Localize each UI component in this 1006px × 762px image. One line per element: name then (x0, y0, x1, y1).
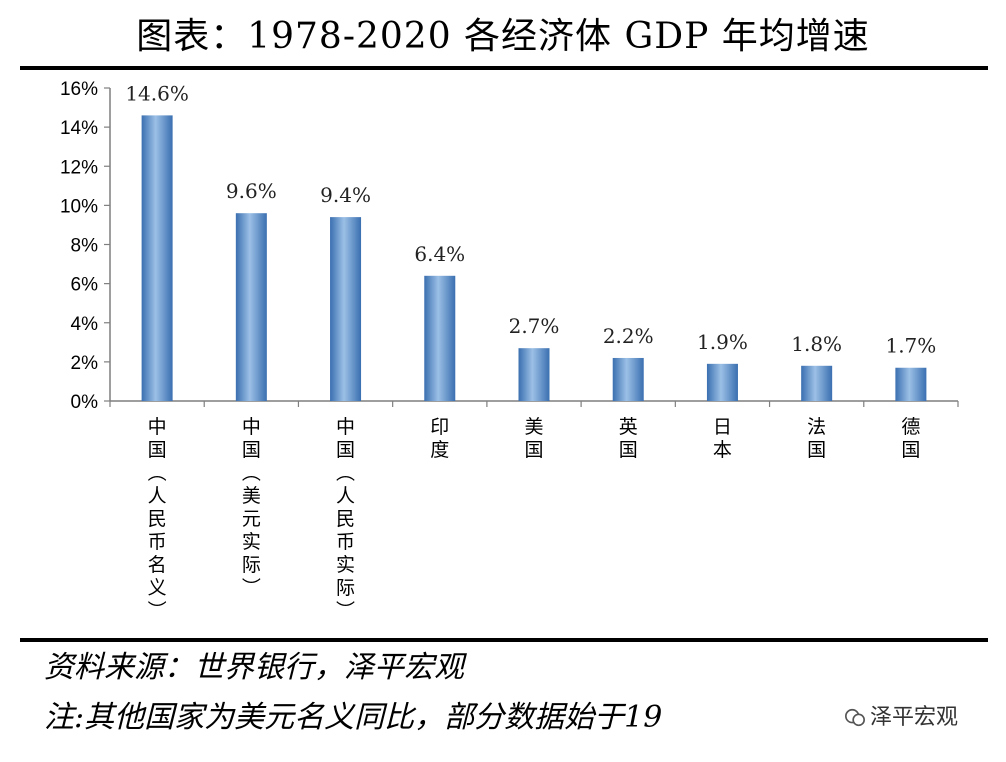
bar (518, 348, 550, 401)
watermark: 泽平宏观 (838, 703, 965, 733)
y-tick-label: 14% (60, 118, 98, 139)
value-label: 14.6% (125, 81, 189, 105)
value-label: 2.7% (509, 314, 560, 338)
bar (801, 365, 833, 401)
y-tick-label: 2% (71, 353, 99, 374)
bar (235, 213, 267, 401)
watermark-text: 泽平宏观 (870, 705, 959, 730)
bar (612, 357, 644, 401)
bar (141, 115, 173, 401)
category-label: 中国︵美元实际︶ (242, 416, 261, 599)
value-label: 2.2% (603, 324, 654, 348)
y-tick-label: 0% (71, 392, 99, 413)
bar (424, 275, 456, 401)
y-tick-label: 8% (71, 236, 99, 257)
bar (895, 367, 927, 401)
value-label: 6.4% (414, 242, 465, 266)
bar-chart: 0% 2% 4% 6% 8% 10% 12% 14% 16% 14.6% 中国︵人民币名义︶ 9.6%… (60, 79, 959, 622)
category-label: 美国 (524, 416, 543, 461)
category-label: 日本 (713, 416, 732, 461)
value-label: 1.8% (791, 332, 842, 356)
value-label: 9.4% (320, 183, 371, 207)
bar (330, 217, 362, 401)
bar (706, 363, 738, 401)
bottom-rule (20, 638, 988, 642)
top-rule (20, 66, 988, 70)
source-text: 资料来源：世界银行，泽平宏观 (44, 650, 464, 685)
wechat-icon (845, 708, 865, 727)
category-label: 中国︵人民币名义︶ (148, 416, 167, 622)
y-tick-label: 6% (71, 275, 99, 296)
value-label: 9.6% (226, 179, 277, 203)
value-label: 1.9% (697, 330, 748, 354)
y-tick-label: 12% (60, 157, 98, 178)
category-label: 中国︵人民币实际︶ (336, 416, 355, 622)
value-label: 1.7% (885, 334, 936, 358)
category-label: 德国 (901, 416, 920, 461)
y-tick-label: 10% (60, 196, 98, 217)
category-label: 英国 (619, 416, 638, 461)
chart-title: 图表：1978-2020 各经济体 GDP 年均增速 (136, 16, 870, 57)
category-label: 法国 (807, 416, 826, 461)
y-tick-label: 16% (60, 79, 98, 100)
category-label: 印度 (430, 416, 449, 461)
note-text: 注:其他国家为美元名义同比，部分数据始于19 (44, 700, 663, 735)
y-tick-label: 4% (71, 314, 99, 335)
